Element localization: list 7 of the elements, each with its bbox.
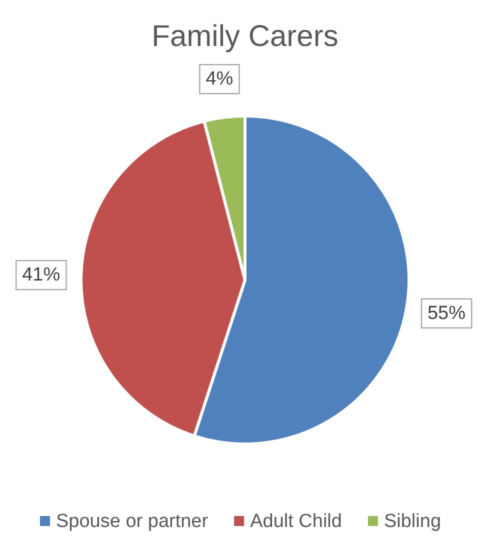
chart-title: Family Carers [152,20,338,53]
legend-label: Sibling [384,511,442,532]
data-label: 4% [206,68,234,90]
legend-label: Spouse or partner [56,511,209,532]
legend-label: Adult Child [250,511,342,532]
data-label: 41% [22,264,60,286]
data-label: 55% [427,302,466,324]
